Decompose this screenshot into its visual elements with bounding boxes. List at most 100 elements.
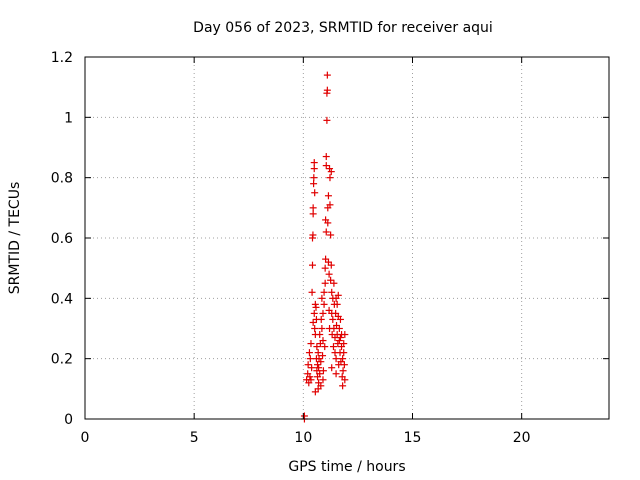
data-point — [300, 412, 308, 420]
data-point — [311, 300, 319, 308]
data-point — [306, 355, 314, 363]
data-point — [327, 261, 335, 269]
data-point — [323, 116, 331, 124]
data-point — [333, 300, 341, 308]
data-point — [309, 261, 317, 269]
data-point — [341, 376, 349, 384]
data-point — [327, 231, 335, 239]
data-point — [310, 159, 318, 167]
data-point — [319, 367, 327, 375]
data-point — [307, 376, 315, 384]
data-point — [327, 168, 335, 176]
data-point — [340, 340, 348, 348]
data-point — [310, 309, 318, 317]
data-point — [321, 264, 329, 272]
data-point — [305, 349, 313, 357]
data-point — [322, 228, 330, 236]
data-point — [322, 153, 330, 161]
x-tick-label: 5 — [190, 430, 199, 446]
data-point — [328, 288, 336, 296]
data-point — [323, 71, 331, 79]
data-point — [319, 337, 327, 345]
axis-ticks: 0 5 10 15 20 0 0.2 0.4 0.6 0.8 1 1.2 — [51, 50, 609, 446]
data-point — [318, 325, 326, 332]
data-point — [332, 355, 340, 363]
data-point — [339, 382, 347, 390]
data-point — [317, 315, 325, 323]
data-point — [341, 331, 349, 339]
data-points — [300, 71, 349, 423]
y-tick-label: 0.6 — [51, 231, 73, 247]
x-axis-label: GPS time / hours — [288, 459, 405, 475]
data-point — [321, 343, 329, 351]
data-point — [311, 325, 319, 332]
data-point — [319, 309, 327, 317]
grid-lines — [85, 57, 609, 419]
data-point — [324, 219, 332, 227]
data-point — [340, 349, 348, 357]
data-point — [310, 165, 318, 173]
y-axis-label: SRMTID / TECUs — [7, 182, 23, 295]
y-tick-label: 0.8 — [51, 171, 73, 187]
data-point — [314, 385, 322, 393]
data-point — [326, 201, 334, 209]
data-point — [312, 303, 320, 311]
data-point — [319, 376, 327, 384]
data-point — [329, 315, 337, 323]
data-point — [306, 373, 314, 381]
data-point — [307, 340, 315, 348]
data-point — [325, 270, 333, 278]
data-point — [324, 192, 332, 200]
data-point — [310, 180, 318, 188]
data-point — [322, 162, 330, 170]
y-tick-label: 0 — [64, 412, 73, 428]
chart-title: Day 056 of 2023, SRMTID for receiver aqu… — [193, 20, 493, 36]
data-point — [330, 279, 338, 287]
data-point — [339, 367, 347, 375]
data-point — [335, 325, 343, 332]
data-point — [309, 204, 317, 212]
data-point — [309, 318, 317, 326]
data-point — [319, 352, 327, 360]
y-tick-label: 0.2 — [51, 352, 73, 368]
data-point — [316, 370, 324, 378]
data-point — [339, 355, 347, 363]
data-point — [334, 340, 342, 348]
data-point — [315, 364, 323, 372]
data-point — [320, 288, 328, 296]
data-point — [340, 361, 348, 369]
x-tick-label: 0 — [81, 430, 90, 446]
y-tick-label: 1.2 — [51, 50, 73, 66]
data-point — [317, 358, 325, 366]
data-point — [308, 288, 316, 296]
data-point — [335, 337, 343, 345]
data-point — [320, 300, 328, 308]
data-point — [309, 210, 317, 218]
data-point — [308, 364, 316, 372]
x-tick-label: 15 — [404, 430, 422, 446]
data-point — [304, 361, 312, 369]
data-point — [332, 370, 340, 378]
data-point — [327, 276, 335, 284]
x-tick-label: 10 — [294, 430, 312, 446]
x-tick-label: 20 — [513, 430, 531, 446]
data-point — [318, 294, 326, 302]
y-tick-label: 0.4 — [51, 291, 73, 307]
data-point — [336, 334, 344, 342]
data-point — [314, 361, 322, 369]
data-point — [309, 231, 317, 239]
data-point — [334, 291, 342, 299]
data-point — [326, 174, 334, 182]
data-point — [310, 174, 318, 182]
data-point — [321, 279, 329, 287]
data-point — [329, 343, 337, 351]
data-point — [323, 86, 331, 94]
data-point — [316, 331, 324, 339]
data-point — [314, 349, 322, 357]
y-tick-label: 1 — [64, 110, 73, 126]
data-point — [328, 364, 336, 372]
data-point — [336, 315, 344, 323]
data-point — [313, 343, 321, 351]
data-point — [311, 189, 319, 197]
